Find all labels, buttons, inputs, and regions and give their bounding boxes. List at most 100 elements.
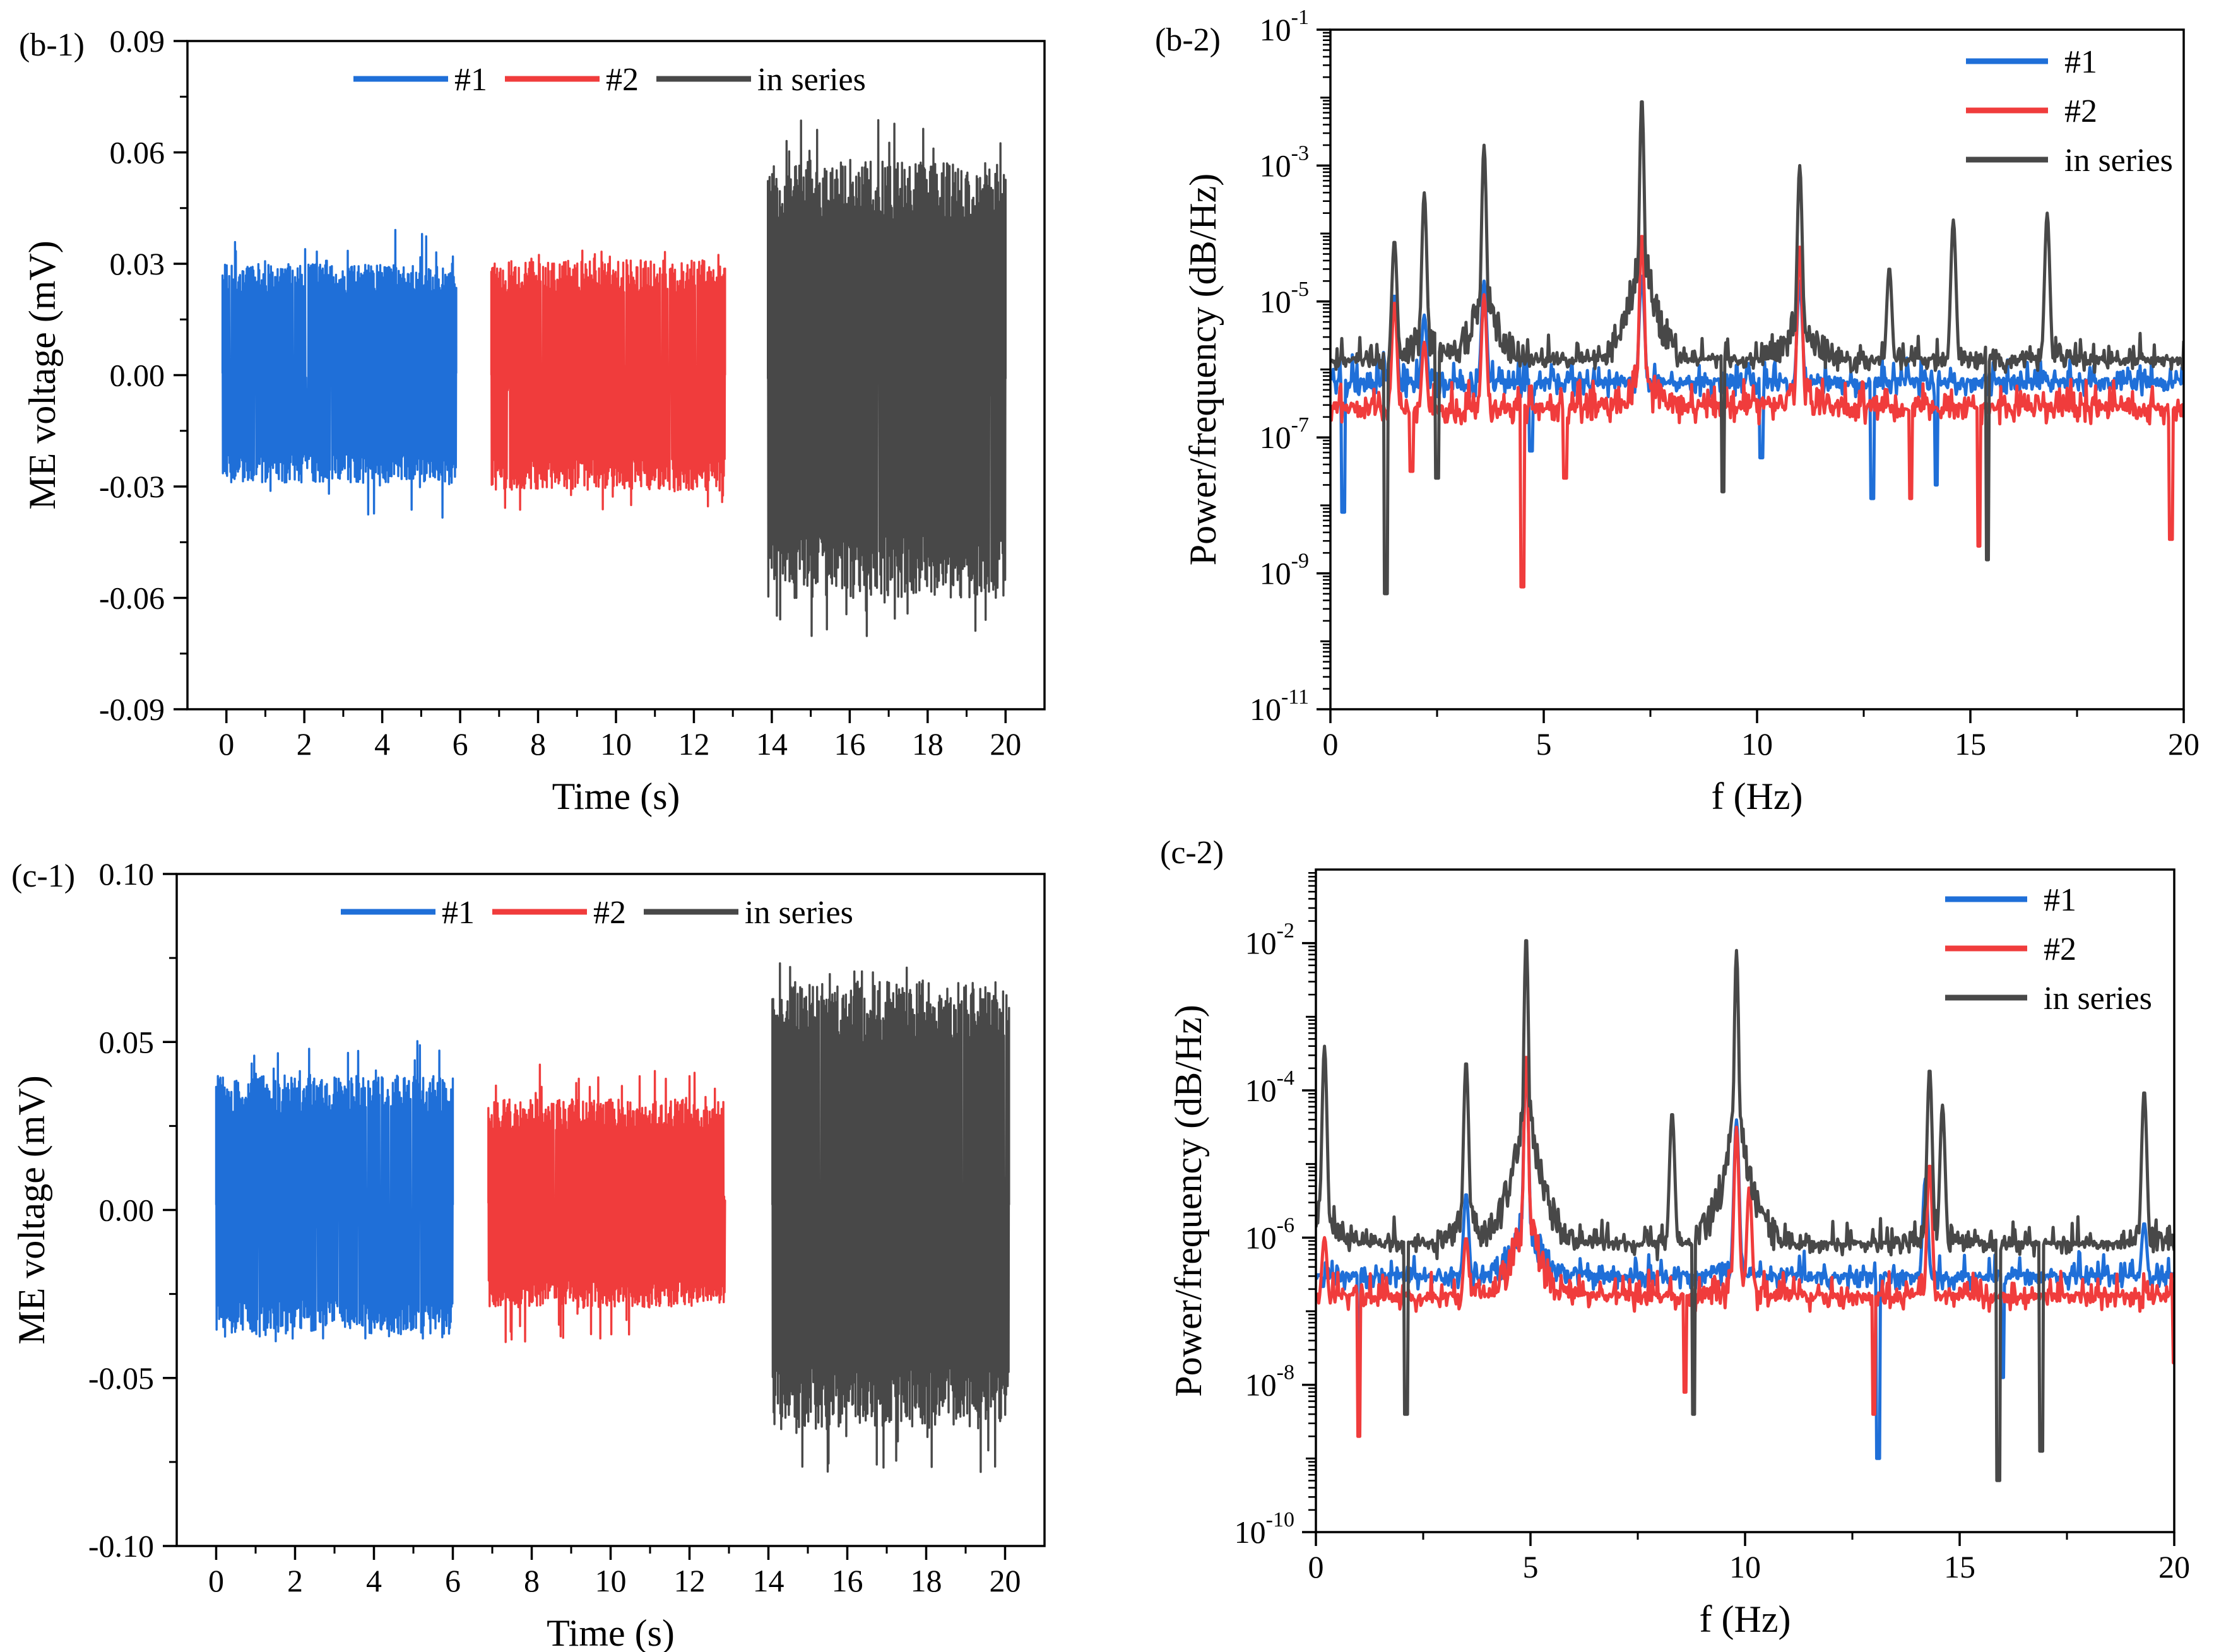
legend-label: in series bbox=[2064, 143, 2173, 179]
legend-label: #1 bbox=[2064, 44, 2097, 80]
x-tick-label: 12 bbox=[678, 726, 709, 762]
x-tick-label: 2 bbox=[297, 726, 312, 762]
y-tick-label: 0.10 bbox=[99, 856, 155, 892]
series-line-3 bbox=[771, 962, 1010, 1473]
legend-label: #1 bbox=[442, 895, 475, 931]
legend: #1 #2 in series bbox=[1966, 44, 2173, 179]
y-axis-title: ME voltage (mV) bbox=[21, 240, 63, 510]
y-tick-label: 10-5 bbox=[1260, 278, 1309, 319]
series-line-1 bbox=[215, 1040, 454, 1343]
x-axis-title: Time (s) bbox=[552, 776, 680, 817]
y-tick-label: 10-6 bbox=[1245, 1213, 1294, 1255]
x-tick-label: 10 bbox=[600, 726, 632, 762]
chart-c-2: 0 5 10 15 20 10-10 10-8 10-6 10-4 10-2 f (Hz) Power… bbox=[1160, 835, 2190, 1640]
x-tick-label: 14 bbox=[756, 726, 788, 762]
x-tick-label: 6 bbox=[445, 1563, 461, 1598]
y-tick-label: -0.10 bbox=[88, 1528, 154, 1564]
legend-label: #2 bbox=[2064, 93, 2097, 129]
x-tick-label: 15 bbox=[1955, 726, 1986, 762]
x-tick-label: 10 bbox=[595, 1563, 627, 1598]
y-axis-title: Power/frequency (dB/Hz) bbox=[1182, 174, 1224, 565]
x-tick-label: 0 bbox=[218, 726, 234, 762]
series-line-2 bbox=[1330, 235, 2184, 589]
series-line-2 bbox=[487, 1063, 726, 1343]
y-axis-title: Power/frequency (dB/Hz) bbox=[1168, 1005, 1209, 1396]
plot-area bbox=[1316, 939, 2174, 1482]
plot-area bbox=[1330, 100, 2184, 596]
x-tick-label: 20 bbox=[2168, 726, 2199, 762]
plot-area bbox=[215, 962, 1010, 1473]
y-tick-label: 10-1 bbox=[1260, 6, 1309, 47]
x-tick-label: 0 bbox=[1323, 726, 1339, 762]
legend-label: in series bbox=[745, 895, 853, 931]
legend-label: in series bbox=[757, 62, 866, 98]
x-tick-label: 12 bbox=[674, 1563, 706, 1598]
series-line-1 bbox=[221, 228, 458, 519]
series-line-3 bbox=[767, 119, 1007, 637]
y-tick-label: 0.00 bbox=[99, 1193, 155, 1228]
y-tick-label: 0.03 bbox=[110, 246, 165, 281]
legend: #1 #2 in series bbox=[353, 62, 866, 98]
x-tick-label: 5 bbox=[1523, 1549, 1539, 1584]
x-tick-label: 15 bbox=[1944, 1549, 1975, 1584]
chart-b-1: 0 2 4 6 8 10 12 14 16 18 20 -0.09 -0.06 -0.03 0.00 0.03… bbox=[19, 23, 1046, 817]
x-tick-label: 4 bbox=[366, 1563, 382, 1598]
y-tick-label: 10-3 bbox=[1260, 141, 1309, 183]
x-axis-title: f (Hz) bbox=[1712, 776, 1803, 817]
series-line-2 bbox=[1316, 1056, 2174, 1438]
x-axis-title: Time (s) bbox=[547, 1612, 675, 1652]
x-tick-label: 8 bbox=[530, 726, 546, 762]
y-tick-label: -0.03 bbox=[99, 469, 165, 504]
x-tick-label: 14 bbox=[753, 1563, 784, 1598]
legend: #1 #2 in series bbox=[341, 895, 853, 931]
y-tick-label: 0.06 bbox=[110, 135, 165, 170]
series-line-3 bbox=[1330, 100, 2184, 596]
series-line-2 bbox=[490, 249, 726, 511]
y-tick-label: 10-4 bbox=[1245, 1066, 1294, 1108]
y-tick-label: 10-8 bbox=[1245, 1361, 1294, 1403]
legend-label: in series bbox=[2044, 981, 2152, 1017]
plot-frame bbox=[1329, 28, 2185, 711]
y-tick-label: 0.09 bbox=[110, 23, 165, 59]
chart-b-2: 0 5 10 15 20 10-11 10-9 10-7 10-5 10-3 10-1 f (Hz) P… bbox=[1155, 6, 2199, 817]
x-tick-label: 18 bbox=[912, 726, 944, 762]
y-tick-label: -0.09 bbox=[99, 692, 165, 727]
x-tick-label: 20 bbox=[2158, 1549, 2190, 1584]
plot-frame bbox=[1315, 868, 2176, 1533]
panel-label: (b-2) bbox=[1155, 22, 1221, 58]
y-tick-label: 10-2 bbox=[1245, 919, 1294, 961]
x-axis-title: f (Hz) bbox=[1700, 1598, 1791, 1640]
y-tick-label: 0.00 bbox=[110, 358, 165, 393]
plot-area bbox=[221, 119, 1007, 637]
legend: #1 #2 in series bbox=[1945, 882, 2152, 1017]
y-tick-label: 10-10 bbox=[1234, 1508, 1294, 1550]
y-tick-label: -0.06 bbox=[99, 581, 165, 616]
y-tick-label: 10-9 bbox=[1260, 550, 1309, 591]
chart-c-1: 0 2 4 6 8 10 12 14 16 18 20 -0.10 -0.05 0.00 0.05 0.10 T… bbox=[11, 856, 1046, 1652]
x-tick-label: 10 bbox=[1729, 1549, 1761, 1584]
panel-label: (c-2) bbox=[1160, 835, 1224, 871]
x-tick-label: 0 bbox=[1308, 1549, 1324, 1584]
legend-label: #1 bbox=[2044, 882, 2076, 918]
y-axis-title: ME voltage (mV) bbox=[11, 1075, 52, 1345]
series-line-1 bbox=[1330, 274, 2184, 514]
y-tick-label: 10-7 bbox=[1260, 413, 1309, 455]
x-tick-label: 2 bbox=[287, 1563, 303, 1598]
x-tick-label: 18 bbox=[911, 1563, 942, 1598]
y-tick-label: -0.05 bbox=[88, 1360, 154, 1396]
legend-label: #1 bbox=[454, 62, 487, 98]
legend-label: #2 bbox=[593, 895, 626, 931]
y-tick-label: 10-11 bbox=[1250, 685, 1309, 727]
x-tick-label: 16 bbox=[832, 1563, 863, 1598]
x-tick-label: 20 bbox=[990, 1563, 1021, 1598]
panel-label: (b-1) bbox=[19, 27, 85, 63]
x-tick-label: 10 bbox=[1741, 726, 1773, 762]
x-tick-label: 0 bbox=[208, 1563, 224, 1598]
y-tick-label: 0.05 bbox=[99, 1024, 155, 1059]
x-tick-label: 8 bbox=[524, 1563, 540, 1598]
legend-label: #2 bbox=[2044, 931, 2076, 967]
x-tick-label: 20 bbox=[990, 726, 1021, 762]
x-tick-label: 4 bbox=[374, 726, 390, 762]
x-tick-label: 5 bbox=[1536, 726, 1552, 762]
